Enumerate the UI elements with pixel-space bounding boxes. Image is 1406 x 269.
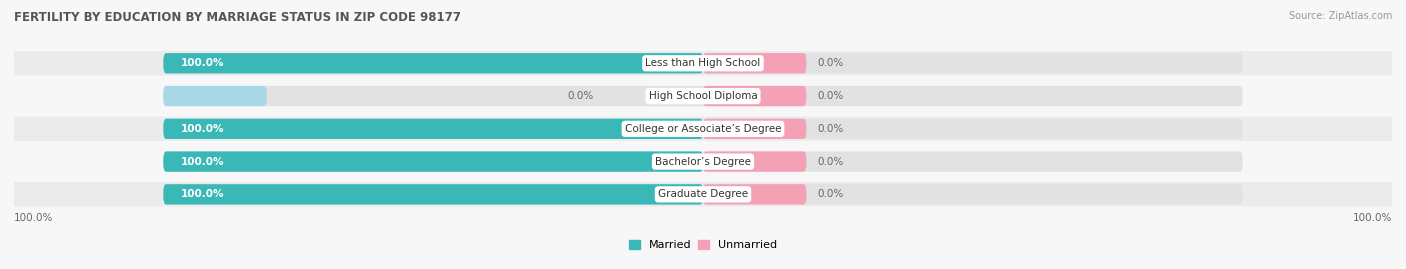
FancyBboxPatch shape	[163, 86, 1243, 106]
Text: Graduate Degree: Graduate Degree	[658, 189, 748, 199]
FancyBboxPatch shape	[163, 184, 1243, 204]
Text: Less than High School: Less than High School	[645, 58, 761, 68]
Text: 100.0%: 100.0%	[180, 124, 224, 134]
Text: 0.0%: 0.0%	[818, 124, 844, 134]
Text: 100.0%: 100.0%	[1353, 213, 1392, 223]
FancyBboxPatch shape	[163, 151, 703, 172]
Legend: Married, Unmarried: Married, Unmarried	[624, 235, 782, 255]
Text: College or Associate’s Degree: College or Associate’s Degree	[624, 124, 782, 134]
Text: 100.0%: 100.0%	[180, 58, 224, 68]
Text: Source: ZipAtlas.com: Source: ZipAtlas.com	[1288, 11, 1392, 21]
FancyBboxPatch shape	[703, 86, 807, 106]
Text: High School Diploma: High School Diploma	[648, 91, 758, 101]
Text: 100.0%: 100.0%	[14, 213, 53, 223]
FancyBboxPatch shape	[163, 53, 1243, 73]
Text: 0.0%: 0.0%	[818, 189, 844, 199]
FancyBboxPatch shape	[14, 150, 1392, 174]
FancyBboxPatch shape	[14, 51, 1392, 75]
Text: 0.0%: 0.0%	[818, 91, 844, 101]
FancyBboxPatch shape	[703, 53, 807, 73]
FancyBboxPatch shape	[703, 184, 807, 204]
Text: 0.0%: 0.0%	[818, 157, 844, 167]
FancyBboxPatch shape	[163, 151, 1243, 172]
FancyBboxPatch shape	[703, 119, 807, 139]
FancyBboxPatch shape	[703, 151, 807, 172]
Text: 100.0%: 100.0%	[180, 157, 224, 167]
Text: 0.0%: 0.0%	[568, 91, 593, 101]
Text: FERTILITY BY EDUCATION BY MARRIAGE STATUS IN ZIP CODE 98177: FERTILITY BY EDUCATION BY MARRIAGE STATU…	[14, 11, 461, 24]
Text: 0.0%: 0.0%	[818, 58, 844, 68]
Text: 100.0%: 100.0%	[180, 189, 224, 199]
FancyBboxPatch shape	[163, 184, 703, 204]
Text: Bachelor’s Degree: Bachelor’s Degree	[655, 157, 751, 167]
FancyBboxPatch shape	[163, 119, 703, 139]
FancyBboxPatch shape	[14, 182, 1392, 207]
FancyBboxPatch shape	[163, 86, 267, 106]
FancyBboxPatch shape	[163, 53, 703, 73]
FancyBboxPatch shape	[14, 84, 1392, 108]
FancyBboxPatch shape	[163, 119, 1243, 139]
FancyBboxPatch shape	[14, 117, 1392, 141]
